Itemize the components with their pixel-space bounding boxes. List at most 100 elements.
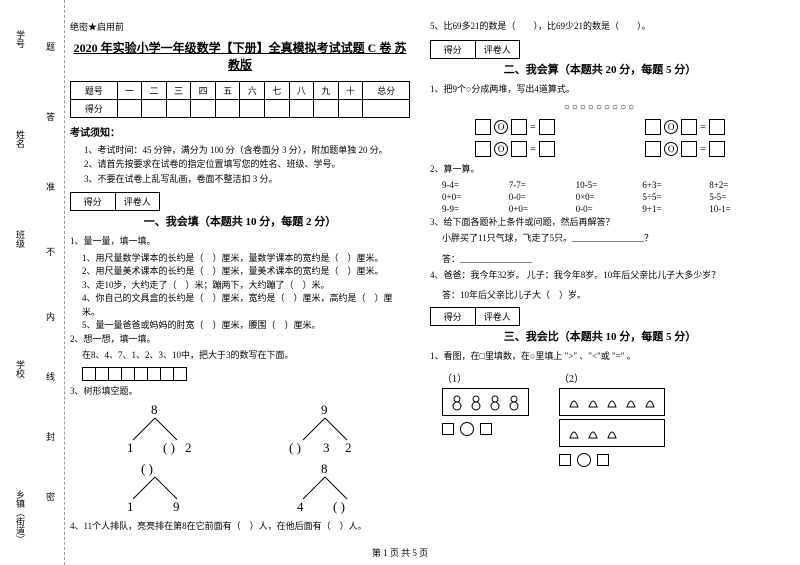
tree-diagram: 8 1 ( ) 2 (115, 402, 195, 457)
question-3: 3、树形填空题。 (70, 385, 410, 399)
notice-list: 1、考试时间：45 分钟，满分为 100 分（含卷面分 3 分），附加题单独 2… (70, 143, 410, 186)
svg-text:9: 9 (173, 499, 180, 514)
seal-char-2: 准 (46, 180, 55, 193)
section-scorebox: 得分 评卷人 (430, 307, 520, 326)
q1-sub: 4、你自己的文具盒的长约是（ ）厘米，宽约是（ ）厘米，高约是（ ）厘米。 (82, 292, 410, 319)
s2-q2: 2、算一算。 (430, 163, 770, 177)
svg-text:9: 9 (321, 402, 328, 417)
scorebox-score: 得分 (431, 41, 476, 58)
svg-text:4: 4 (297, 499, 304, 514)
seal-char-1: 答 (46, 110, 55, 123)
svg-text:2: 2 (345, 440, 352, 455)
question-1: 1、量一量，填一填。 (70, 235, 410, 249)
bind-field-school: 学校 (14, 360, 27, 378)
pic-group-2: （2） (559, 370, 665, 467)
bind-field-class: 班级 (14, 230, 27, 248)
table-row: 得分 (71, 100, 410, 118)
scorebox-marker: 评卷人 (476, 308, 520, 325)
pic-frame (559, 388, 665, 416)
seal-char-4: 内 (46, 310, 55, 323)
scorebox-marker: 评卷人 (116, 193, 160, 210)
q1-sub: 1、用尺量数学课本的长约是（ ）厘米，量数学课本的宽约是（ ）厘米。 (82, 252, 410, 266)
comparison-pictures: （1） （2） (442, 370, 770, 467)
exam-page: 学号 姓名 班级 学校 乡镇（街道） 题 答 准 不 内 线 封 密 绝密★启用… (0, 0, 800, 565)
answer-line[interactable]: 答：________________ (442, 252, 770, 265)
svg-text:( ): ( ) (163, 440, 175, 455)
pic-label-1: （1） (442, 370, 529, 385)
s2-q4: 4、爸爸：我今年32岁。 儿子：我今年8岁。10年后父亲比儿子大多少岁？ (430, 269, 770, 283)
scorebox-score: 得分 (71, 193, 116, 210)
table-row: 题号 一 二 三 四 五 六 七 八 九 十 总分 (71, 82, 410, 100)
bell-icon (585, 393, 601, 411)
bell-icon (642, 393, 658, 411)
q2-sub: 在8、4、7、1、2、3、10中，把大于3的数写在下面。 (82, 349, 410, 363)
s2-q3-sub: 小胖买了11只气球，飞走了5只。________________？ (442, 232, 770, 246)
pic-frame (559, 419, 665, 447)
svg-text:8: 8 (321, 461, 328, 476)
section-scorebox: 得分 评卷人 (430, 40, 520, 59)
seal-char-0: 题 (46, 40, 55, 53)
svg-text:2: 2 (185, 440, 192, 455)
seal-char-7: 密 (46, 490, 55, 503)
bell-icon (623, 393, 639, 411)
pic-frame (442, 388, 529, 416)
pic-group-1: （1） (442, 370, 529, 467)
number-trees: 8 1 ( ) 2 9 ( ) 3 2 (70, 402, 410, 457)
bind-field-town: 乡镇（街道） (14, 490, 27, 544)
bind-field-id: 学号 (14, 30, 27, 48)
section-1-title: 一、我会填（本题共 10 分，每题 2 分） (70, 213, 410, 229)
bell-icon (566, 393, 582, 411)
scorebox-score: 得分 (431, 308, 476, 325)
binding-margin: 学号 姓名 班级 学校 乡镇（街道） 题 答 准 不 内 线 封 密 (10, 0, 65, 565)
seal-char-6: 封 (46, 430, 55, 443)
circle-row: ○○○○○○○○○ (430, 102, 770, 113)
notice-title: 考试须知： (70, 124, 410, 139)
number-trees-2: ( ) 1 9 8 4 ( ) (70, 461, 410, 516)
bell-icon (585, 424, 601, 442)
compare-boxes[interactable] (559, 453, 665, 467)
pic-label-2: （2） (559, 370, 665, 385)
list-item: 3、不要在试卷上乱写乱画，卷面不整洁扣 3 分。 (84, 172, 410, 186)
s2-q3: 3、给下面各题补上条件或问题，然后再解答？ (430, 216, 770, 230)
seal-char-3: 不 (46, 245, 55, 258)
q1-sub: 3、走10步，大约走了（ ）米；蹦两下，大约蹦了（ ）米。 (82, 279, 410, 293)
q1-sub: 2、用尺量美术课本的长约是（ ）厘米，量美术课本的宽约是（ ）厘米。 (82, 265, 410, 279)
section-2-title: 二、我会算（本题共 20 分，每题 5 分） (430, 61, 770, 77)
list-item: 2、请首先按要求在试卷的指定位置填写您的姓名、班级、学号。 (84, 157, 410, 171)
score-table: 题号 一 二 三 四 五 六 七 八 九 十 总分 得分 (70, 81, 410, 118)
secret-label: 绝密★启用前 (70, 20, 410, 33)
question-2: 2、想一想，填一填。 (70, 333, 410, 347)
snowman-icon (449, 393, 465, 411)
s2-q1: 1、把9个○分成两堆，写出4道算式。 (430, 83, 770, 97)
snowman-icon (468, 393, 484, 411)
svg-text:( ): ( ) (289, 440, 301, 455)
svg-text:( ): ( ) (141, 461, 153, 476)
list-item: 1、考试时间：45 分钟，满分为 100 分（含卷面分 3 分），附加题单独 2… (84, 143, 410, 157)
svg-text:( ): ( ) (333, 499, 345, 514)
page-footer: 第 1 页 共 5 页 (0, 546, 800, 559)
q1-sub: 5、量一量爸爸或妈妈的肘宽（ ）厘米，腰围（ ）厘米。 (82, 319, 410, 333)
snowman-icon (487, 393, 503, 411)
section-scorebox: 得分 评卷人 (70, 192, 160, 211)
seal-char-5: 线 (46, 370, 55, 383)
section-3-title: 三、我会比（本题共 10 分，每题 5 分） (430, 328, 770, 344)
answer-boxes[interactable] (82, 367, 410, 381)
tree-diagram: ( ) 1 9 (115, 461, 195, 516)
compare-boxes[interactable] (442, 422, 529, 436)
equation-row[interactable]: O= O= (430, 141, 770, 157)
answer-line[interactable]: 答：10年后父亲比儿子大（ ）岁。 (442, 288, 770, 301)
question-4: 4、11个人排队，亮亮排在第8在它前面有（ ）人，在他后面有（ ）人。 (70, 520, 410, 534)
svg-text:1: 1 (127, 499, 134, 514)
two-column-layout: 绝密★启用前 2020 年实验小学一年级数学【下册】全真模拟考试试题 C 卷 苏… (70, 20, 770, 537)
question-5: 5、比69多21的数是（ ），比69少21的数是（ ）。 (430, 20, 770, 34)
snowman-icon (506, 393, 522, 411)
tree-diagram: 8 4 ( ) (285, 461, 365, 516)
right-column: 5、比69多21的数是（ ），比69少21的数是（ ）。 得分 评卷人 二、我会… (430, 20, 770, 537)
bell-icon (604, 424, 620, 442)
exam-title: 2020 年实验小学一年级数学【下册】全真模拟考试试题 C 卷 苏教版 (70, 39, 410, 73)
bell-icon (604, 393, 620, 411)
equation-row[interactable]: O= O= (430, 119, 770, 135)
svg-text:1: 1 (127, 440, 134, 455)
left-column: 绝密★启用前 2020 年实验小学一年级数学【下册】全真模拟考试试题 C 卷 苏… (70, 20, 410, 537)
scorebox-marker: 评卷人 (476, 41, 520, 58)
